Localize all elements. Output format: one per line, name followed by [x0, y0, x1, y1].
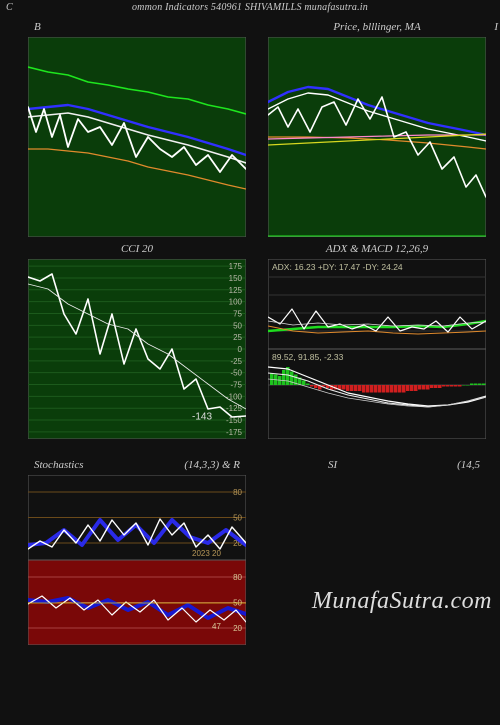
svg-text:50: 50 — [233, 321, 242, 330]
svg-text:100: 100 — [229, 298, 243, 307]
svg-text:125: 125 — [229, 286, 243, 295]
stoch-willr-panel: Stochastics (14,3,3) & R 2050802023 20 2… — [28, 457, 246, 645]
rsi-title: SI (14,5 — [268, 457, 486, 475]
svg-text:80: 80 — [233, 488, 242, 497]
svg-text:75: 75 — [233, 309, 242, 318]
cci-title: CCI 20 — [28, 241, 246, 259]
svg-text:-175: -175 — [226, 428, 243, 437]
bollinger-panel: B — [28, 19, 246, 237]
svg-text:-75: -75 — [230, 381, 242, 390]
dashboard: C ommon Indicators 540961 SHIVAMILLS mun… — [0, 0, 500, 725]
williams-r-chart: 20508047 — [28, 560, 246, 645]
page-header: C ommon Indicators 540961 SHIVAMILLS mun… — [0, 0, 500, 19]
svg-text:-50: -50 — [230, 369, 242, 378]
svg-text:ADX: 16.23 +DY: 17.47 -DY: 24.: ADX: 16.23 +DY: 17.47 -DY: 24.24 — [272, 262, 403, 272]
stochastics-chart: 2050802023 20 — [28, 475, 246, 560]
price-ma-chart — [268, 37, 486, 237]
watermark: MunafaSutra.com — [312, 588, 492, 615]
svg-text:-25: -25 — [230, 357, 242, 366]
svg-text:-100: -100 — [226, 392, 243, 401]
svg-text:50: 50 — [233, 514, 242, 523]
bollinger-title: B — [28, 19, 246, 37]
cci-chart: 1751501251007550250-25-50-75-100-125-150… — [28, 259, 246, 439]
bollinger-chart — [28, 37, 246, 237]
svg-text:25: 25 — [233, 333, 242, 342]
svg-text:150: 150 — [229, 274, 243, 283]
page-title: ommon Indicators 540961 SHIVAMILLS munaf… — [132, 2, 368, 13]
price-ma-panel: Price, blllinger, MA I — [268, 19, 486, 237]
cci-panel: CCI 20 175 150 125 100 75 50 25 0 -25 -50 -75 -100 -… — [28, 241, 246, 439]
rsi-panel: SI (14,5 — [268, 457, 486, 645]
macd-chart: 89.52, 91.85, -2.33 — [268, 349, 486, 439]
stoch-title: Stochastics (14,3,3) & R — [28, 457, 246, 475]
svg-text:47: 47 — [212, 622, 221, 631]
adx-chart: ADX: 16.23 +DY: 17.47 -DY: 24.24 — [268, 259, 486, 349]
svg-text:-143: -143 — [192, 412, 212, 423]
adx-macd-panel: ADX & MACD 12,26,9 ADX: 16.23 +DY: 17.47… — [268, 241, 486, 439]
svg-text:20: 20 — [233, 624, 242, 633]
svg-text:175: 175 — [229, 262, 243, 271]
header-left-letter: C — [6, 2, 13, 13]
svg-text:2023 20: 2023 20 — [192, 549, 221, 558]
adx-macd-title: ADX & MACD 12,26,9 — [268, 241, 486, 259]
svg-text:0: 0 — [238, 345, 243, 354]
svg-text:89.52, 91.85, -2.33: 89.52, 91.85, -2.33 — [272, 352, 344, 362]
price-ma-title: Price, blllinger, MA I — [268, 19, 486, 37]
svg-text:80: 80 — [233, 573, 242, 582]
